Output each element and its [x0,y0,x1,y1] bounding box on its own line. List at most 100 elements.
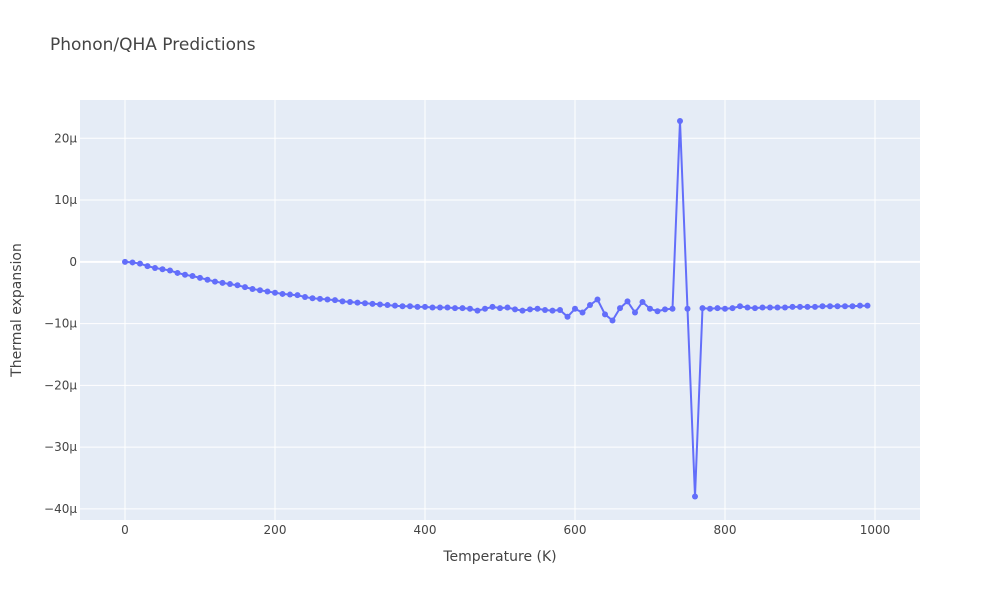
data-point[interactable] [782,304,788,311]
data-point[interactable] [519,307,526,314]
data-point[interactable] [399,303,406,310]
data-point[interactable] [317,295,323,302]
data-point[interactable] [557,307,563,313]
data-point[interactable] [692,493,698,500]
data-point[interactable] [332,297,338,304]
data-point[interactable] [632,309,638,316]
data-point[interactable] [279,290,286,297]
data-point[interactable] [369,300,376,307]
data-point[interactable] [467,305,473,312]
data-point[interactable] [737,303,743,310]
data-point[interactable] [639,298,646,305]
data-point[interactable] [324,296,331,303]
data-point[interactable] [707,305,713,312]
data-point[interactable] [167,267,173,274]
data-point[interactable] [354,299,361,306]
data-point[interactable] [294,292,301,299]
data-point[interactable] [579,309,586,316]
data-point[interactable] [422,303,428,310]
data-point[interactable] [864,302,871,309]
data-point[interactable] [444,304,451,311]
data-point[interactable] [474,307,481,314]
data-point[interactable] [834,303,841,310]
data-point[interactable] [827,303,833,310]
data-point[interactable] [572,305,578,312]
data-point[interactable] [264,288,271,295]
data-point[interactable] [482,305,488,312]
data-point[interactable] [122,258,128,265]
data-point[interactable] [549,307,556,314]
data-point[interactable] [797,303,803,310]
data-point[interactable] [767,304,773,311]
data-point[interactable] [699,305,706,312]
data-point[interactable] [654,308,661,315]
data-point[interactable] [377,301,383,308]
data-point[interactable] [774,304,781,311]
data-point[interactable] [234,282,241,289]
data-point[interactable] [459,305,466,312]
data-point[interactable] [249,286,256,292]
data-point[interactable] [272,289,278,296]
data-point[interactable] [212,278,218,285]
data-point[interactable] [669,305,676,312]
data-point[interactable] [227,281,233,288]
data-point[interactable] [204,276,211,283]
data-point[interactable] [534,305,541,312]
data-point[interactable] [219,279,226,286]
data-point[interactable] [714,305,721,312]
data-point[interactable] [452,305,458,312]
data-point[interactable] [857,302,863,309]
data-point[interactable] [624,298,631,305]
data-point[interactable] [759,304,766,311]
data-point[interactable] [752,305,758,312]
data-point[interactable] [384,302,391,309]
data-point[interactable] [842,303,848,310]
data-point[interactable] [497,305,503,312]
data-point[interactable] [819,303,826,310]
data-point[interactable] [392,302,398,309]
data-point[interactable] [684,305,691,312]
data-point[interactable] [429,304,436,311]
data-point[interactable] [512,306,518,313]
data-point[interactable] [339,298,346,305]
data-point[interactable] [414,303,421,310]
data-point[interactable] [197,274,203,281]
data-point[interactable] [437,304,443,311]
data-point[interactable] [144,263,151,270]
data-point[interactable] [302,294,308,301]
data-point[interactable] [804,303,811,310]
data-point[interactable] [129,259,136,266]
data-point[interactable] [744,304,751,311]
data-point[interactable] [594,296,601,303]
data-point[interactable] [137,260,143,267]
data-point[interactable] [609,317,616,324]
data-point[interactable] [542,307,548,313]
data-point[interactable] [662,306,668,313]
data-point[interactable] [812,303,818,310]
data-point[interactable] [182,271,188,278]
data-point[interactable] [189,273,196,280]
data-point[interactable] [309,295,316,302]
data-point[interactable] [527,306,533,313]
data-point[interactable] [617,305,623,312]
data-point[interactable] [722,305,728,312]
data-point[interactable] [489,303,496,310]
data-point[interactable] [602,311,608,318]
data-point[interactable] [789,303,796,310]
data-point[interactable] [587,302,593,309]
data-point[interactable] [174,269,181,276]
data-point[interactable] [347,298,353,305]
data-point[interactable] [242,284,248,291]
data-point[interactable] [257,287,263,294]
data-point[interactable] [647,305,653,312]
data-point[interactable] [362,300,368,307]
data-point[interactable] [287,291,293,298]
data-point[interactable] [849,303,856,310]
data-point[interactable] [729,305,736,312]
data-point[interactable] [564,313,571,320]
data-point[interactable] [407,303,413,310]
data-point[interactable] [677,118,683,124]
data-point[interactable] [159,266,166,273]
data-point[interactable] [152,265,158,271]
data-point[interactable] [504,304,511,311]
